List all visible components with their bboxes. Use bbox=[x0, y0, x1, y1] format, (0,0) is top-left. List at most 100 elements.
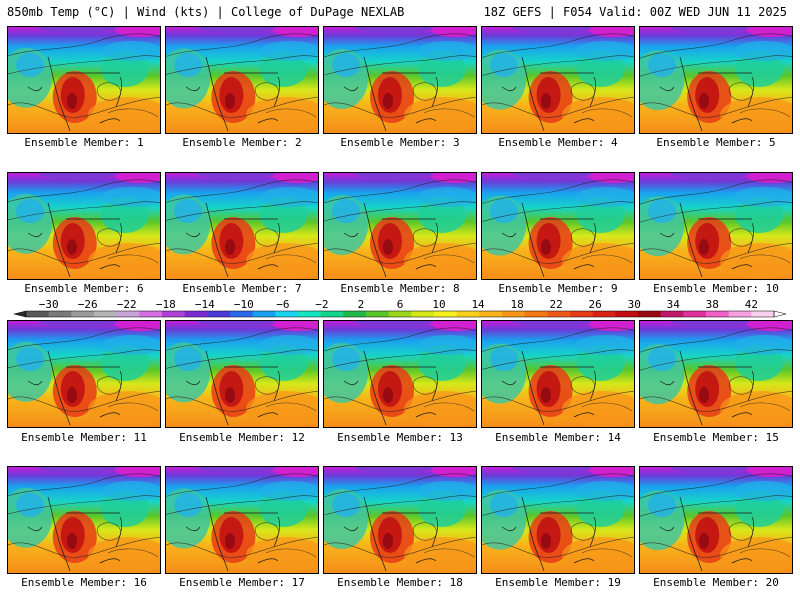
colorbar-swatch bbox=[592, 311, 616, 317]
colorbar-swatch bbox=[207, 311, 231, 317]
colorbar-swatch bbox=[434, 311, 458, 317]
colorbar-swatch bbox=[706, 311, 730, 317]
member-caption: Ensemble Member: 13 bbox=[337, 431, 463, 444]
ensemble-map-panel bbox=[165, 26, 319, 134]
colorbar-tick-label: 26 bbox=[589, 299, 602, 311]
ensemble-map-panel bbox=[7, 26, 161, 134]
colorbar-swatch bbox=[479, 311, 503, 317]
ensemble-map-panel bbox=[165, 172, 319, 280]
colorbar-swatch bbox=[26, 311, 50, 317]
colorbar-swatch bbox=[683, 311, 707, 317]
member-caption: Ensemble Member: 6 bbox=[24, 282, 144, 295]
member-caption: Ensemble Member: 20 bbox=[653, 576, 779, 589]
colorbar-swatch bbox=[456, 311, 480, 317]
colorbar-tick-label: −30 bbox=[39, 299, 59, 311]
member-caption: Ensemble Member: 18 bbox=[337, 576, 463, 589]
colorbar-tick-label: 2 bbox=[358, 299, 365, 311]
temperature-field-map bbox=[166, 467, 318, 573]
colorbar-max-arrow bbox=[773, 310, 787, 318]
colorbar-tick-label: −18 bbox=[156, 299, 176, 311]
temperature-field-map bbox=[640, 467, 792, 573]
colorbar-swatch bbox=[638, 311, 662, 317]
product-title: 850mb Temp (°C) | Wind (kts) | College o… bbox=[7, 5, 405, 19]
temperature-field-map bbox=[8, 27, 160, 133]
member-caption: Ensemble Member: 1 bbox=[24, 136, 144, 149]
member-caption: Ensemble Member: 14 bbox=[495, 431, 621, 444]
temperature-field-map bbox=[324, 321, 476, 427]
temperature-field-map bbox=[166, 321, 318, 427]
colorbar-swatch bbox=[139, 311, 163, 317]
ensemble-map-panel bbox=[7, 466, 161, 574]
colorbar-tick-label: 10 bbox=[432, 299, 445, 311]
colorbar-swatch bbox=[320, 311, 344, 317]
colorbar-swatch bbox=[660, 311, 684, 317]
ensemble-map-panel bbox=[323, 466, 477, 574]
colorbar-swatch bbox=[388, 311, 412, 317]
colorbar-tick-label: 38 bbox=[706, 299, 719, 311]
colorbar-tick-label: −6 bbox=[276, 299, 289, 311]
colorbar-swatch bbox=[615, 311, 639, 317]
colorbar-swatch bbox=[411, 311, 435, 317]
temperature-field-map bbox=[640, 173, 792, 279]
colorbar-swatch bbox=[162, 311, 186, 317]
colorbar-swatch bbox=[252, 311, 276, 317]
member-caption: Ensemble Member: 5 bbox=[656, 136, 776, 149]
colorbar-swatch bbox=[184, 311, 208, 317]
colorbar-swatch bbox=[94, 311, 118, 317]
ensemble-map-panel bbox=[481, 466, 635, 574]
colorbar-tick-label: 18 bbox=[510, 299, 523, 311]
colorbar-tick-label: −22 bbox=[117, 299, 137, 311]
temperature-field-map bbox=[8, 467, 160, 573]
temperature-field-map bbox=[166, 27, 318, 133]
figure-header: 850mb Temp (°C) | Wind (kts) | College o… bbox=[0, 0, 800, 24]
temperature-field-map bbox=[482, 173, 634, 279]
member-caption: Ensemble Member: 7 bbox=[182, 282, 302, 295]
colorbar-tick-label: −26 bbox=[78, 299, 98, 311]
colorbar-swatch bbox=[298, 311, 322, 317]
temperature-field-map bbox=[324, 467, 476, 573]
ensemble-map-panel bbox=[165, 320, 319, 428]
temperature-field-map bbox=[8, 173, 160, 279]
colorbar-swatch bbox=[116, 311, 140, 317]
colorbar-swatch bbox=[570, 311, 594, 317]
ensemble-map-panel bbox=[323, 320, 477, 428]
colorbar-tick-label: −14 bbox=[195, 299, 215, 311]
ensemble-map-panel bbox=[323, 172, 477, 280]
ensemble-map-panel bbox=[481, 320, 635, 428]
colorbar-swatch bbox=[366, 311, 390, 317]
ensemble-map-panel bbox=[323, 26, 477, 134]
temperature-field-map bbox=[8, 321, 160, 427]
colorbar-tick-label: −2 bbox=[315, 299, 328, 311]
member-caption: Ensemble Member: 10 bbox=[653, 282, 779, 295]
colorbar-swatch bbox=[48, 311, 72, 317]
colorbar-swatch bbox=[751, 311, 775, 317]
ensemble-map-panel bbox=[481, 26, 635, 134]
temperature-field-map bbox=[482, 27, 634, 133]
model-run-valid-time: 18Z GEFS | F054 Valid: 00Z WED JUN 11 20… bbox=[483, 5, 787, 19]
colorbar-swatch bbox=[230, 311, 254, 317]
colorbar-swatch bbox=[728, 311, 752, 317]
colorbar-tick-label: 6 bbox=[397, 299, 404, 311]
colorbar-tick-label: 22 bbox=[550, 299, 563, 311]
member-caption: Ensemble Member: 16 bbox=[21, 576, 147, 589]
ensemble-map-panel bbox=[639, 26, 793, 134]
ensemble-map-panel bbox=[639, 172, 793, 280]
ensemble-map-panel bbox=[7, 320, 161, 428]
temperature-field-map bbox=[482, 321, 634, 427]
ensemble-map-panel bbox=[165, 466, 319, 574]
colorbar-swatch bbox=[275, 311, 299, 317]
temperature-field-map bbox=[324, 27, 476, 133]
member-caption: Ensemble Member: 11 bbox=[21, 431, 147, 444]
ensemble-map-panel bbox=[7, 172, 161, 280]
member-caption: Ensemble Member: 17 bbox=[179, 576, 305, 589]
colorbar-min-arrow bbox=[13, 310, 27, 318]
member-caption: Ensemble Member: 4 bbox=[498, 136, 618, 149]
colorbar-tick-label: 30 bbox=[628, 299, 641, 311]
member-caption: Ensemble Member: 19 bbox=[495, 576, 621, 589]
colorbar-swatch bbox=[547, 311, 571, 317]
member-caption: Ensemble Member: 2 bbox=[182, 136, 302, 149]
colorbar-swatch bbox=[71, 311, 95, 317]
temperature-field-map bbox=[324, 173, 476, 279]
colorbar-swatch bbox=[524, 311, 548, 317]
temperature-field-map bbox=[640, 321, 792, 427]
